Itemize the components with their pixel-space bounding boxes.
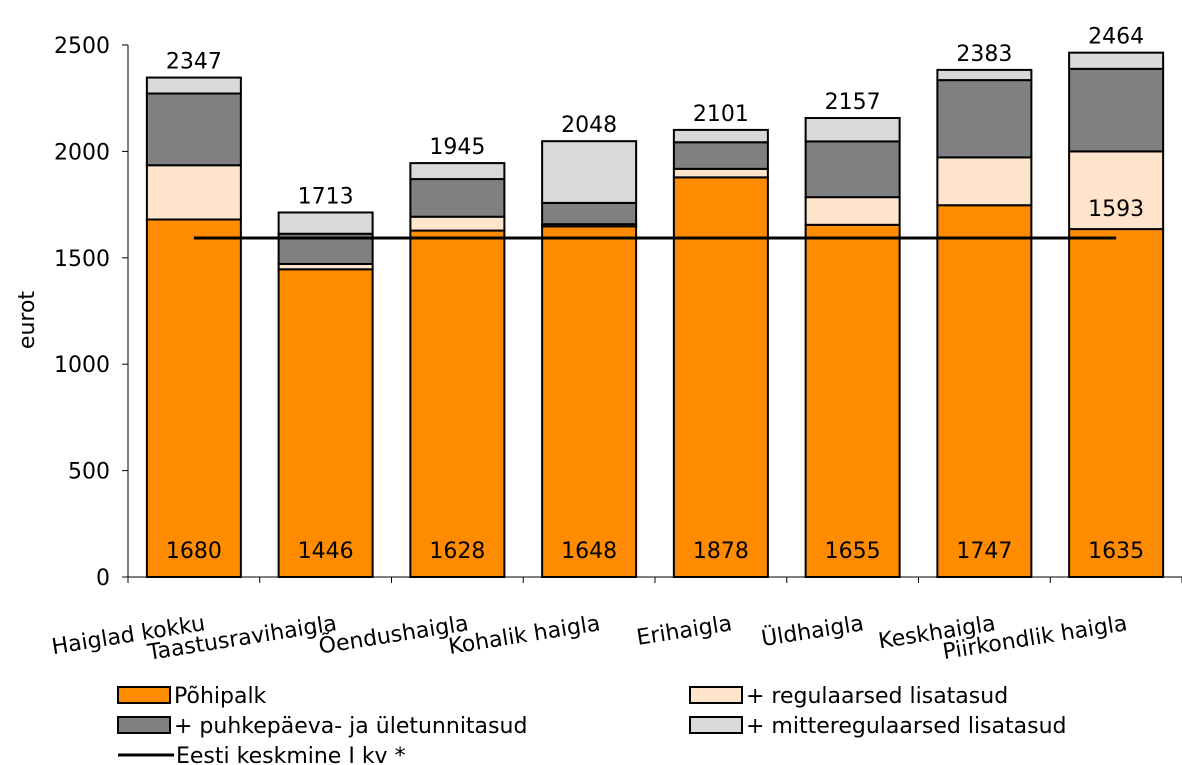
bar-total-label: 2383 xyxy=(956,42,1012,67)
y-tick-label: 0 xyxy=(96,566,110,591)
bar-segment-2 xyxy=(672,167,769,179)
legend: Põhipalk + regulaarsed lisatasud + puhkepä… xyxy=(117,684,1066,765)
bar-segment-2 xyxy=(409,215,506,232)
data-labels: 1680 2347 1446 1713 1628 1945 1648 2048 1878 2101… xyxy=(166,25,1144,564)
bar-segment-4 xyxy=(145,76,242,95)
bar-segment-2 xyxy=(804,196,901,226)
y-tick-label: 1500 xyxy=(54,247,110,272)
bar-segment-4 xyxy=(804,116,901,143)
bar-segment-2 xyxy=(145,164,242,221)
legend-label: Põhipalk xyxy=(174,684,267,709)
bar-value-label: 1878 xyxy=(693,539,749,564)
y-tick-label: 500 xyxy=(68,460,110,485)
bar-segment-4 xyxy=(541,140,638,204)
legend-label: + mitteregulaarsed lisatasud xyxy=(746,714,1066,739)
bar-value-label: 1628 xyxy=(429,539,485,564)
bar-segment-2 xyxy=(936,156,1033,207)
bar-segment-4 xyxy=(672,128,769,144)
y-tick-label: 1000 xyxy=(54,353,110,378)
bar-segment-4 xyxy=(936,68,1033,82)
bar-value-label: 1635 xyxy=(1088,539,1144,564)
bar-total-label: 1945 xyxy=(429,135,485,160)
y-tick-label: 2000 xyxy=(54,140,110,165)
y-tick-label: 2500 xyxy=(54,34,110,59)
bar-segment-1 xyxy=(145,218,242,578)
bar-value-label: 1680 xyxy=(166,539,222,564)
bar-segment-3 xyxy=(541,201,638,226)
bar-value-label: 1655 xyxy=(825,539,881,564)
reference-line-label: 1593 xyxy=(1088,197,1144,222)
bar-segment-4 xyxy=(1068,51,1165,70)
bar-segment-1 xyxy=(541,225,638,578)
legend-swatch xyxy=(689,686,743,704)
legend-label: Eesti keskmine I kv * xyxy=(176,744,406,765)
bar-segment-1 xyxy=(804,223,901,578)
legend-swatch xyxy=(117,716,171,734)
bar-total-label: 2347 xyxy=(166,50,222,75)
bar-total-label: 2048 xyxy=(561,113,617,138)
bar-segment-2 xyxy=(1068,150,1165,231)
category-labels: Haiglad kokkuTaastusravihaiglaÕendushaig… xyxy=(50,609,1129,666)
bar-total-label: 2464 xyxy=(1088,25,1144,50)
bars xyxy=(145,51,1165,579)
category-label: Üldhaigla xyxy=(759,610,865,652)
bar-segment-3 xyxy=(936,79,1033,159)
bar-total-label: 1713 xyxy=(298,184,354,209)
bar-value-label: 1446 xyxy=(298,539,354,564)
bar-segment-1 xyxy=(409,229,506,578)
bar-value-label: 1648 xyxy=(561,539,617,564)
legend-swatch xyxy=(117,686,171,704)
bar-segment-3 xyxy=(145,92,242,167)
bar-segment-3 xyxy=(672,141,769,170)
bar-total-label: 2101 xyxy=(693,102,749,127)
legend-swatch xyxy=(689,716,743,734)
legend-label: + regulaarsed lisatasud xyxy=(746,684,1008,709)
bar-segment-3 xyxy=(804,140,901,199)
bar-segment-1 xyxy=(1068,228,1165,579)
y-axis-label: eurot xyxy=(15,291,40,350)
bar-segment-1 xyxy=(672,176,769,578)
bar-segment-1 xyxy=(936,204,1033,578)
bar-segment-1 xyxy=(277,268,374,578)
category-label: Kohalik haigla xyxy=(447,611,602,660)
bar-segment-4 xyxy=(409,162,506,181)
legend-label: + puhkepäeva- ja ületunnitasud xyxy=(174,714,527,739)
bar-segment-4 xyxy=(277,211,374,235)
bar-total-label: 2157 xyxy=(825,90,881,115)
bar-segment-3 xyxy=(409,178,506,218)
bar-segment-3 xyxy=(1068,67,1165,153)
bar-value-label: 1747 xyxy=(956,539,1012,564)
category-label: Erihaigla xyxy=(635,611,734,651)
